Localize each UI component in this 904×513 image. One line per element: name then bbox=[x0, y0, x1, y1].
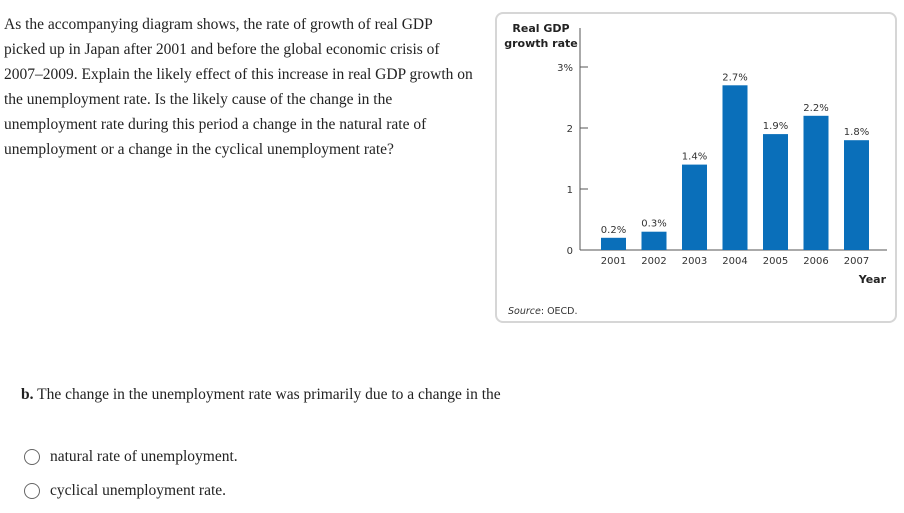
x-tick-label: 2001 bbox=[601, 256, 626, 267]
y-axis-title: growth rate bbox=[504, 37, 578, 50]
option-label: cyclical unemployment rate. bbox=[50, 482, 227, 499]
x-tick-label: 2003 bbox=[682, 256, 707, 267]
option-cyclical-rate[interactable]: cyclical unemployment rate. bbox=[24, 482, 226, 500]
data-label: 1.8% bbox=[844, 127, 869, 138]
x-tick-label: 2002 bbox=[641, 256, 666, 267]
data-label: 2.7% bbox=[722, 72, 747, 83]
radio-button[interactable] bbox=[24, 449, 40, 465]
x-tick-label: 2005 bbox=[763, 256, 788, 267]
y-tick-label: 2 bbox=[567, 124, 573, 135]
y-axis-title: Real GDP bbox=[512, 22, 569, 35]
part-b-prompt: b. The change in the unemployment rate w… bbox=[21, 386, 501, 404]
data-label: 2.2% bbox=[803, 103, 828, 114]
bar-2003 bbox=[682, 164, 707, 250]
x-tick-label: 2004 bbox=[722, 256, 747, 267]
part-b-text: The change in the unemployment rate was … bbox=[37, 386, 501, 403]
data-label: 0.2% bbox=[601, 225, 626, 236]
data-label: 1.4% bbox=[682, 152, 707, 163]
y-tick-label: 3% bbox=[557, 63, 573, 74]
option-natural-rate[interactable]: natural rate of unemployment. bbox=[24, 448, 238, 466]
bar-2006 bbox=[803, 115, 829, 250]
x-tick-label: 2006 bbox=[803, 256, 828, 267]
data-label: 0.3% bbox=[641, 219, 666, 230]
bar-2004 bbox=[722, 85, 748, 250]
y-tick-label: 1 bbox=[567, 185, 573, 196]
gdp-chart-figure bbox=[495, 12, 897, 323]
option-label: natural rate of unemployment. bbox=[50, 448, 238, 465]
bar-2005 bbox=[763, 134, 788, 250]
part-b-label: b. bbox=[21, 386, 34, 403]
gdp-bar-chart: 0 1 2 3% Real GDP growth rate 0.2% 2001 0.3% 2002… bbox=[504, 22, 887, 317]
data-label: 1.9% bbox=[763, 121, 788, 132]
x-tick-label: 2007 bbox=[844, 256, 869, 267]
bar-2007 bbox=[844, 140, 869, 250]
x-axis-title: Year bbox=[858, 273, 887, 286]
source-note: Source: OECD. bbox=[508, 306, 578, 317]
question-text: As the accompanying diagram shows, the r… bbox=[4, 16, 473, 158]
y-tick-label: 0 bbox=[567, 246, 573, 257]
bar-2001 bbox=[601, 237, 626, 250]
radio-button[interactable] bbox=[24, 483, 40, 499]
bar-2002 bbox=[641, 231, 667, 250]
